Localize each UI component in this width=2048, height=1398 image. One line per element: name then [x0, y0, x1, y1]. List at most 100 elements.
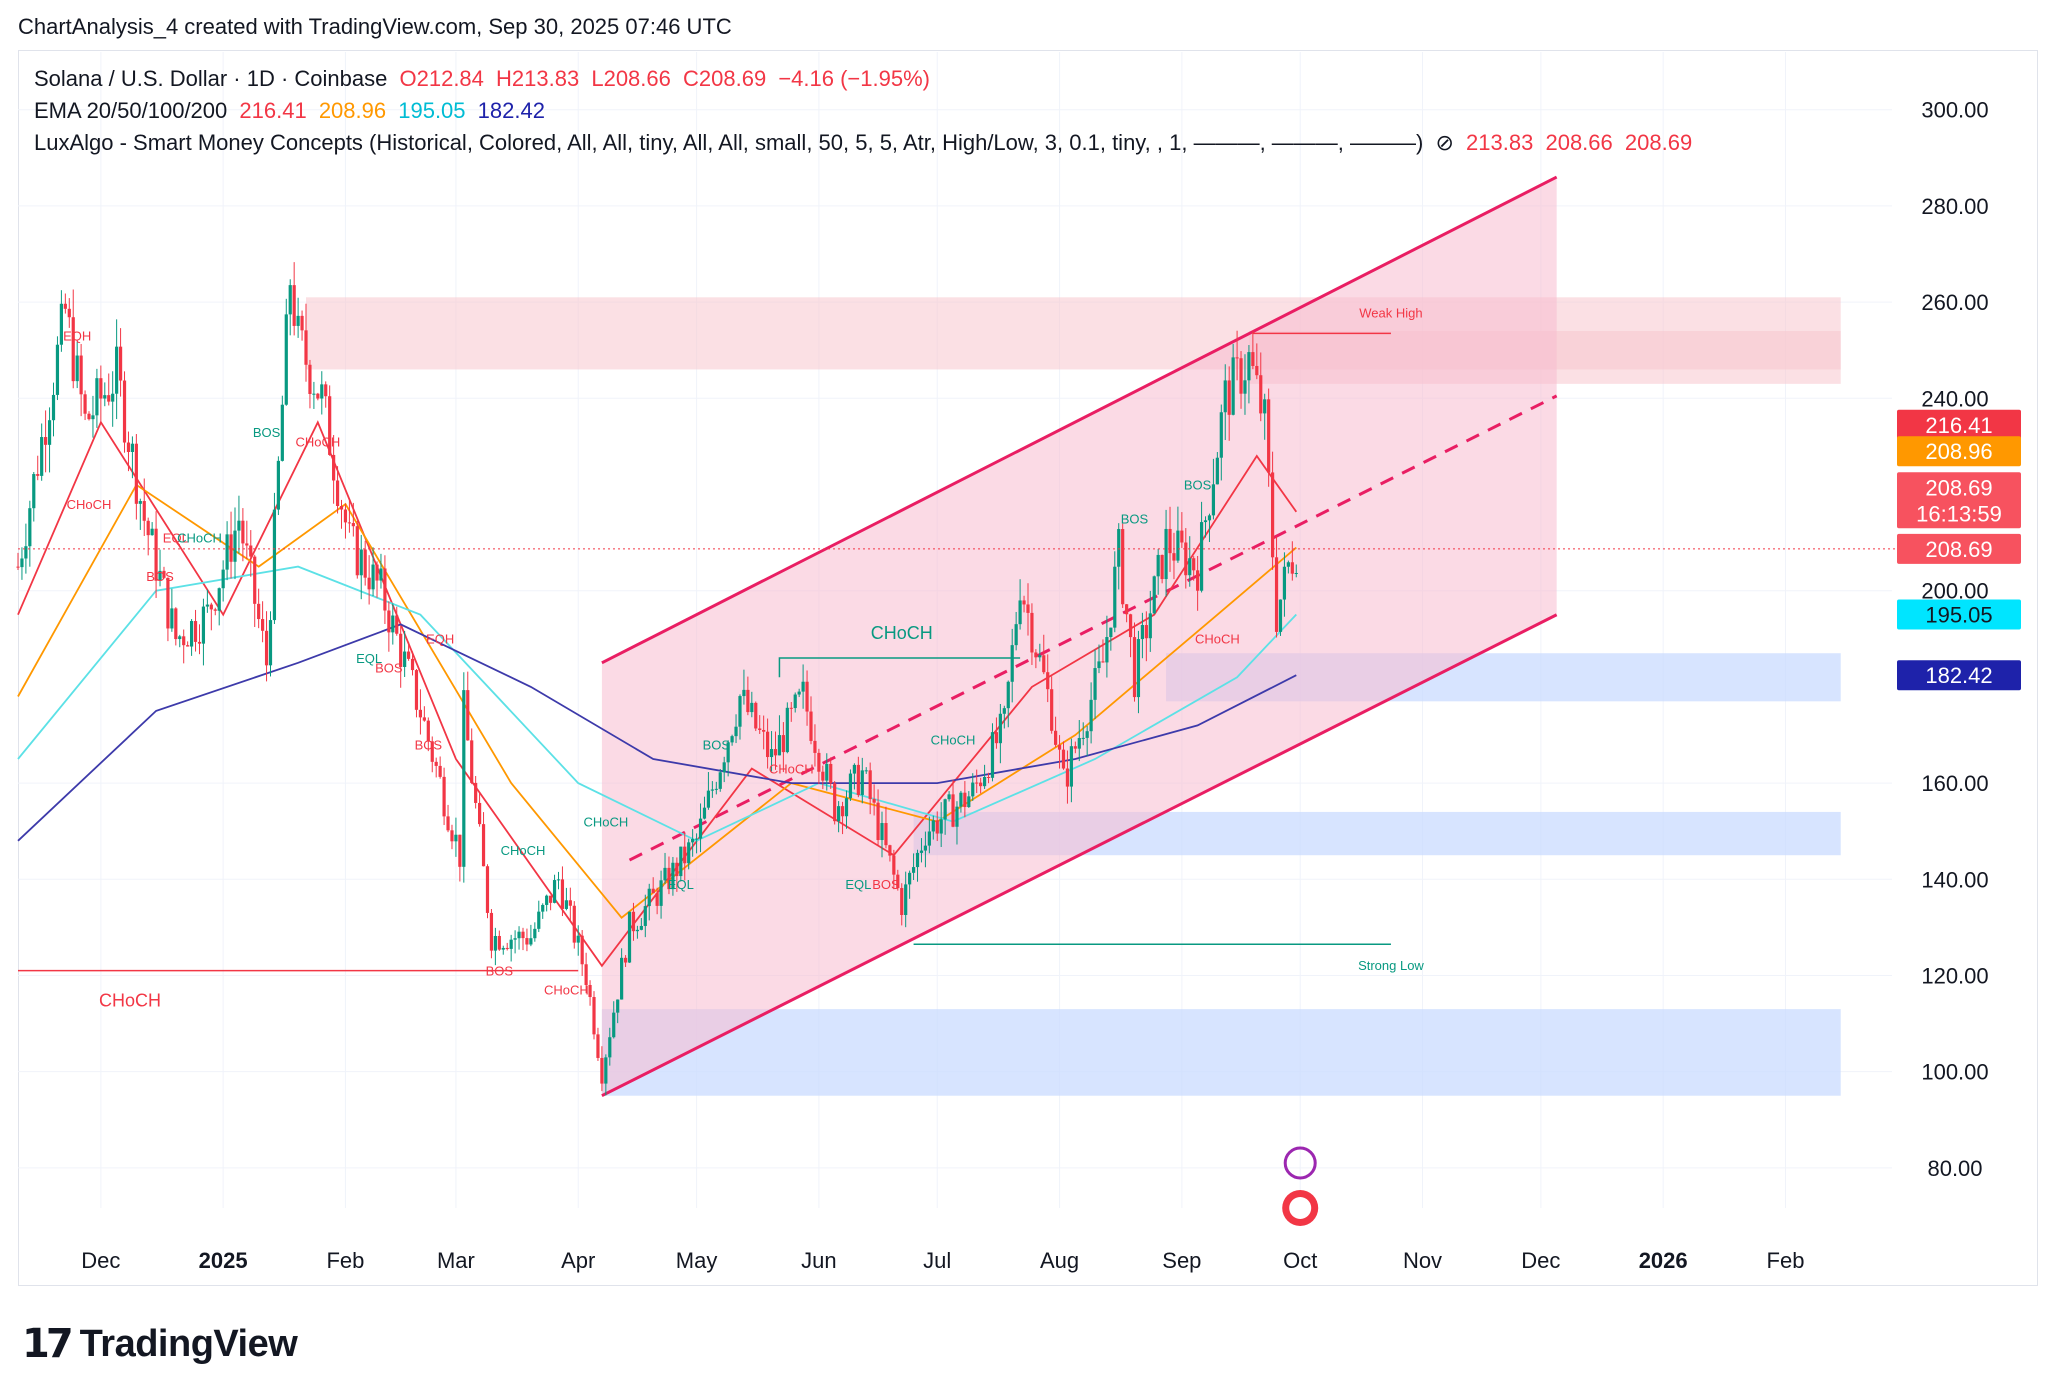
price-tick-label: 280.00 — [1921, 194, 1988, 219]
candle-body — [154, 528, 158, 581]
candle-body — [880, 823, 884, 841]
candle-body — [1109, 627, 1113, 638]
candle-body — [1010, 645, 1014, 682]
candle-body — [947, 794, 951, 800]
chart-credit: ChartAnalysis_4 created with TradingView… — [18, 14, 732, 39]
symbol-legend[interactable]: Solana / U.S. Dollar · 1D · Coinbase O21… — [34, 66, 936, 92]
candle-body — [264, 630, 269, 666]
candle-body — [1199, 522, 1204, 591]
candle-body — [481, 824, 486, 867]
price-tick-label: 300.00 — [1921, 98, 1988, 123]
candle-body — [655, 893, 659, 906]
candle-body — [986, 776, 991, 778]
candle-body — [549, 895, 553, 903]
candle-body — [343, 509, 348, 523]
candle-body — [702, 807, 707, 819]
candle-body — [1227, 380, 1231, 415]
candle-body — [1006, 681, 1010, 709]
candle-body — [477, 802, 482, 825]
candle-body — [221, 569, 225, 589]
candle-body — [28, 508, 32, 547]
badge-last-bg — [1897, 472, 2021, 529]
candle-body — [485, 866, 490, 913]
structure-label: EQL — [163, 531, 189, 546]
candle-body — [923, 845, 928, 851]
event-lightning-icon — [1283, 1146, 1317, 1180]
candle-body — [1113, 566, 1117, 628]
candle-body — [16, 566, 20, 568]
candle-body — [915, 852, 920, 868]
candle-body — [1050, 689, 1054, 731]
badge-close: 208.69 — [1925, 537, 1992, 562]
candle-body — [683, 846, 687, 864]
candle-body — [584, 964, 588, 985]
candle-body — [635, 929, 640, 932]
time-tick-label: 2026 — [1639, 1248, 1688, 1273]
candle-body — [1251, 352, 1255, 366]
candle-body — [280, 404, 284, 461]
candle-body — [537, 911, 541, 929]
candle-body — [229, 534, 233, 562]
ohlc-low: L208.66 — [591, 66, 671, 91]
indicator-legend[interactable]: LuxAlgo - Smart Money Concepts (Historic… — [34, 130, 1698, 156]
candle-body — [982, 776, 987, 787]
candle-body — [20, 558, 24, 568]
candle-body — [1132, 637, 1137, 698]
candle-body — [245, 543, 249, 546]
candle-body — [501, 947, 505, 950]
candle-body — [103, 395, 107, 399]
candle-body — [1267, 399, 1271, 473]
candle-body — [971, 782, 975, 797]
time-tick-label: Oct — [1283, 1248, 1317, 1273]
candle-body — [335, 480, 340, 506]
candle-body — [375, 564, 379, 581]
structure-label: BOS — [415, 737, 443, 752]
price-tick-label: 120.00 — [1921, 963, 1988, 988]
structure-label: CHoCH — [931, 733, 976, 748]
chart-frame — [18, 50, 2038, 1286]
ema200-value: 182.42 — [477, 98, 545, 123]
tradingview-logo[interactable]: 𝟭𝟳 TradingView — [22, 1321, 298, 1367]
tradingview-logo-icon: 𝟭𝟳 — [22, 1321, 74, 1367]
candle-body — [754, 702, 758, 729]
candle-body — [1148, 613, 1152, 639]
candle-body — [383, 568, 387, 611]
candle-body — [750, 702, 754, 713]
structure-label: CHoCH — [67, 497, 112, 512]
time-tick-label: Jun — [801, 1248, 836, 1273]
candle-body — [513, 938, 517, 940]
candle-body — [24, 546, 28, 559]
candle-body — [1207, 515, 1212, 521]
ema-legend[interactable]: EMA 20/50/100/200 216.41 208.96 195.05 1… — [34, 98, 551, 124]
time-tick-label: Mar — [437, 1248, 475, 1273]
event-flag-inner-icon — [1289, 1197, 1312, 1219]
visibility-icon[interactable]: ⊘ — [1435, 130, 1454, 155]
candle-body — [489, 912, 494, 951]
candle-body — [296, 315, 300, 326]
candle-body — [1176, 530, 1180, 561]
candle-body — [83, 394, 87, 414]
candle-body — [1215, 457, 1219, 485]
candle-body — [837, 806, 841, 822]
candle-body — [1247, 352, 1251, 381]
candle-body — [1101, 661, 1105, 663]
price-tick-label: 260.00 — [1921, 290, 1988, 315]
structure-label: CHoCH — [544, 983, 589, 998]
candle-body — [174, 608, 178, 640]
candle-body — [829, 763, 833, 784]
candle-body — [406, 651, 411, 659]
candle-body — [138, 501, 142, 504]
candle-body — [556, 879, 561, 881]
candle-body — [122, 380, 127, 443]
structure-label: BOS — [146, 569, 174, 584]
candle-body — [268, 620, 273, 666]
candle-body — [166, 577, 170, 629]
candle-body — [1184, 542, 1188, 576]
time-axis: Dec 2025 Feb Mar Apr May Jun Jul Aug Sep Oct Nov Dec… — [81, 1248, 1804, 1273]
candle-body — [793, 694, 797, 709]
time-tick-label: Dec — [81, 1248, 120, 1273]
candle-body — [1034, 652, 1038, 658]
candle-body — [1235, 357, 1239, 359]
candle-body — [316, 393, 320, 399]
